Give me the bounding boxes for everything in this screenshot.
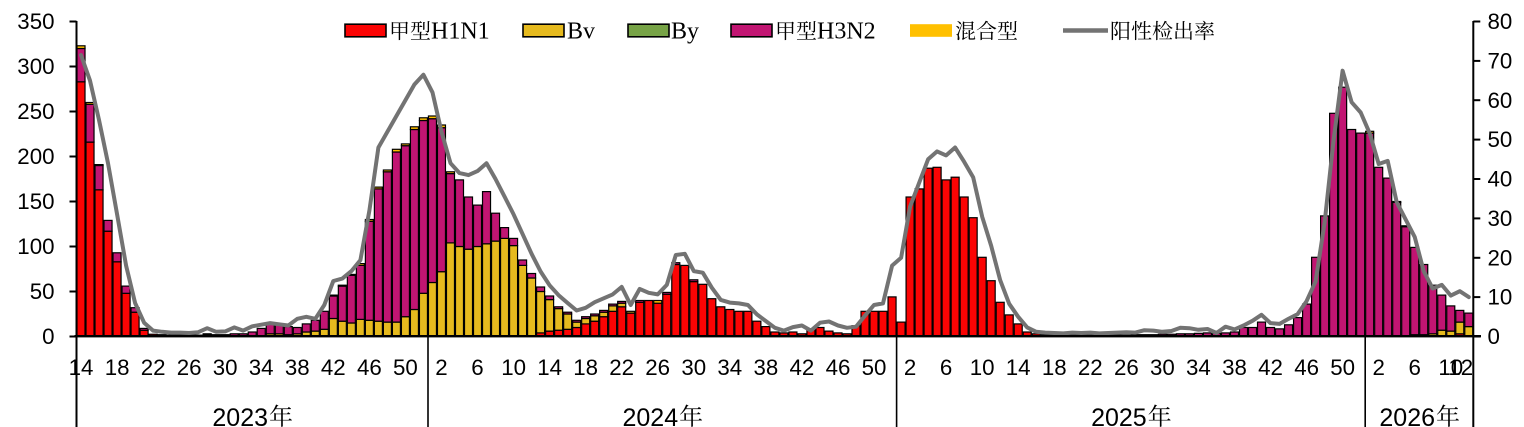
svg-text:80: 80	[1488, 9, 1513, 34]
svg-text:6: 6	[471, 355, 483, 380]
svg-text:30: 30	[1488, 206, 1513, 231]
svg-text:10: 10	[970, 355, 995, 380]
svg-text:50: 50	[393, 355, 418, 380]
svg-text:42: 42	[321, 355, 346, 380]
svg-text:42: 42	[1258, 355, 1283, 380]
svg-text:50: 50	[1330, 355, 1355, 380]
svg-text:50: 50	[30, 279, 55, 304]
svg-text:30: 30	[1150, 355, 1175, 380]
svg-text:2026: 2026	[1379, 404, 1435, 427]
svg-text:0: 0	[42, 324, 54, 349]
svg-text:H1N1: H1N1	[431, 19, 490, 45]
svg-text:2025: 2025	[1091, 404, 1147, 427]
svg-text:34: 34	[249, 355, 274, 380]
svg-text:300: 300	[17, 54, 54, 79]
svg-text:38: 38	[1222, 355, 1247, 380]
svg-text:46: 46	[826, 355, 851, 380]
svg-text:14: 14	[1006, 355, 1031, 380]
svg-text:2: 2	[904, 355, 916, 380]
svg-text:2023: 2023	[212, 404, 268, 427]
svg-text:18: 18	[573, 355, 598, 380]
svg-text:200: 200	[17, 144, 54, 169]
svg-text:10: 10	[1488, 285, 1513, 310]
svg-text:150: 150	[17, 189, 54, 214]
svg-text:2: 2	[435, 355, 447, 380]
svg-text:30: 30	[213, 355, 238, 380]
svg-text:46: 46	[1294, 355, 1319, 380]
svg-text:14: 14	[537, 355, 562, 380]
svg-text:50: 50	[1488, 127, 1513, 152]
svg-text:38: 38	[285, 355, 310, 380]
svg-text:6: 6	[1408, 355, 1420, 380]
svg-text:38: 38	[753, 355, 778, 380]
svg-text:60: 60	[1488, 88, 1513, 113]
svg-text:26: 26	[645, 355, 670, 380]
svg-text:By: By	[671, 19, 699, 45]
svg-text:12: 12	[1448, 355, 1473, 380]
svg-text:14: 14	[69, 355, 94, 380]
svg-text:2: 2	[1372, 355, 1384, 380]
svg-text:2024: 2024	[623, 404, 679, 427]
svg-text:Bv: Bv	[567, 19, 595, 45]
svg-text:22: 22	[141, 355, 166, 380]
svg-text:10: 10	[1438, 355, 1463, 380]
svg-text:40: 40	[1488, 167, 1513, 192]
svg-text:50: 50	[862, 355, 887, 380]
svg-text:30: 30	[681, 355, 706, 380]
svg-text:70: 70	[1488, 49, 1513, 74]
svg-text:18: 18	[1042, 355, 1067, 380]
svg-text:42: 42	[789, 355, 814, 380]
svg-text:100: 100	[17, 234, 54, 259]
svg-text:34: 34	[1186, 355, 1211, 380]
svg-text:H3N2: H3N2	[817, 19, 876, 45]
svg-text:350: 350	[17, 9, 54, 34]
svg-text:6: 6	[940, 355, 952, 380]
svg-text:34: 34	[717, 355, 742, 380]
svg-text:10: 10	[501, 355, 526, 380]
svg-text:26: 26	[177, 355, 202, 380]
svg-text:26: 26	[1114, 355, 1139, 380]
svg-text:46: 46	[357, 355, 382, 380]
svg-text:0: 0	[1488, 324, 1500, 349]
svg-text:22: 22	[609, 355, 634, 380]
svg-text:250: 250	[17, 99, 54, 124]
svg-text:20: 20	[1488, 245, 1513, 270]
svg-text:22: 22	[1078, 355, 1103, 380]
svg-text:18: 18	[105, 355, 130, 380]
